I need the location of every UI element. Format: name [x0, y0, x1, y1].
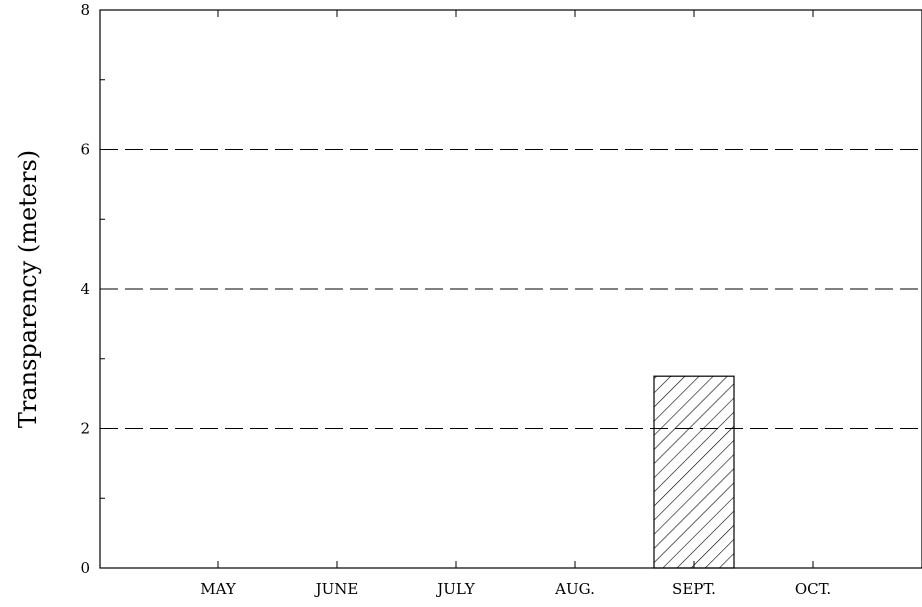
- bars: [653, 375, 735, 569]
- x-tick-label-1: JUNE: [314, 580, 359, 598]
- tick-labels: 0 2 4 6 8 MAY JUNE JULY AUG. SEPT. OCT.: [80, 1, 831, 598]
- y-tick-label-2: 2: [80, 420, 90, 438]
- x-tick-label-2: JULY: [435, 580, 476, 598]
- y-tick-label-6: 6: [80, 141, 90, 159]
- x-tick-label-3: AUG.: [554, 580, 595, 598]
- y-tick-label-0: 0: [80, 559, 90, 577]
- x-tick-label-4: SEPT.: [672, 580, 716, 598]
- x-tick-label-5: OCT.: [795, 580, 831, 598]
- ticks: [100, 9, 814, 569]
- y-tick-label-8: 8: [80, 1, 90, 19]
- y-tick-label-4: 4: [80, 280, 90, 298]
- y-axis-title: Transparency (meters): [14, 150, 42, 428]
- grid-lines: [100, 149, 922, 429]
- x-tick-label-0: MAY: [200, 580, 237, 598]
- bar-sept: [653, 375, 735, 569]
